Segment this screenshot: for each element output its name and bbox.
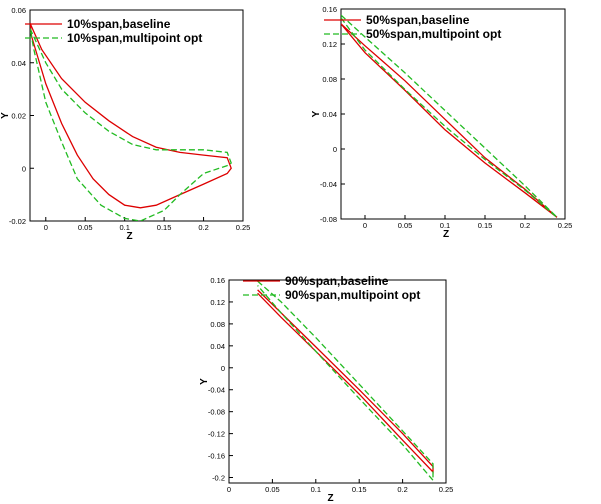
legend-label: 10%span,multipoint opt (67, 31, 202, 45)
y-tick-label: -0.04 (320, 180, 337, 189)
x-tick-label: 0 (363, 221, 367, 230)
x-tick-label: 0.05 (78, 223, 93, 232)
legend-label: 90%span,multipoint opt (285, 288, 420, 302)
x-tick-label: 0.15 (478, 221, 493, 230)
series-line-1 (257, 289, 434, 474)
y-tick-label: -0.02 (9, 217, 26, 226)
y-axis-label: Y (311, 110, 322, 117)
x-tick-label: 0.2 (397, 485, 407, 494)
y-tick-label: -0.2 (212, 474, 225, 483)
x-tick-label: 0.25 (558, 221, 573, 230)
y-tick-label: 0.12 (210, 298, 225, 307)
chart-panel-2: 0 0.05 0.1 0.15 0.2 0.25 -0.08 -0.04 0 0.04 0.08 0.… (311, 5, 572, 240)
x-tick-label: 0 (44, 223, 48, 232)
x-tick-label: 0.05 (265, 485, 280, 494)
y-tick-label: -0.08 (320, 215, 337, 224)
y-tick-label: -0.04 (208, 386, 225, 395)
y-tick-label: -0.12 (208, 430, 225, 439)
x-tick-label: 0.15 (352, 485, 367, 494)
y-tick-label: 0.02 (11, 112, 26, 121)
y-tick-label: 0 (333, 145, 337, 154)
y-tick-label: 0.16 (322, 5, 337, 14)
legend-label: 90%span,baseline (285, 274, 389, 288)
legend-label: 50%span,multipoint opt (366, 27, 501, 41)
x-tick-label: 0.2 (520, 221, 530, 230)
y-tick-label: -0.16 (208, 452, 225, 461)
x-tick-label: 0.1 (440, 221, 450, 230)
series-line-2 (30, 28, 232, 221)
x-tick-label: 0.25 (236, 223, 251, 232)
chart-panel-1: 0 0.05 0.1 0.15 0.2 0.25 -0.02 0 0.02 0.04 0.06 Z Y 1… (0, 6, 250, 242)
y-tick-label: 0.04 (210, 342, 225, 351)
y-tick-label: 0 (22, 164, 26, 173)
series-line-1 (341, 23, 558, 218)
y-axis-label: Y (199, 378, 210, 385)
x-tick-label: 0.25 (439, 485, 454, 494)
y-tick-label: 0.12 (322, 40, 337, 49)
x-tick-label: 0 (227, 485, 231, 494)
legend-label: 50%span,baseline (366, 13, 470, 27)
y-tick-label: 0.08 (210, 320, 225, 329)
series-line-2 (341, 14, 558, 218)
y-tick-label: 0.08 (322, 75, 337, 84)
x-tick-label: 0.15 (157, 223, 172, 232)
x-axis-label: Z (126, 231, 132, 242)
y-tick-label: 0.04 (322, 110, 337, 119)
y-tick-label: 0 (221, 364, 225, 373)
y-axis-label: Y (0, 112, 11, 119)
y-tick-label: 0.04 (11, 59, 26, 68)
x-tick-label: 0.05 (398, 221, 413, 230)
x-tick-label: 0.1 (311, 485, 321, 494)
plot-frame (228, 279, 447, 484)
series-line-1 (30, 22, 232, 209)
legend-label: 10%span,baseline (67, 17, 171, 31)
y-tick-label: 0.16 (210, 276, 225, 285)
series-line-2 (257, 280, 434, 483)
chart-panel-3: 0 0.05 0.1 0.15 0.2 0.25 -0.2 -0.16 -0.12 -0.08 -0… (199, 274, 453, 504)
y-tick-label: 0.06 (11, 6, 26, 15)
x-axis-label: Z (443, 229, 449, 240)
y-tick-label: -0.08 (208, 408, 225, 417)
x-axis-label: Z (327, 493, 333, 504)
x-tick-label: 0.2 (198, 223, 208, 232)
x-tick-label: 0.1 (119, 223, 129, 232)
